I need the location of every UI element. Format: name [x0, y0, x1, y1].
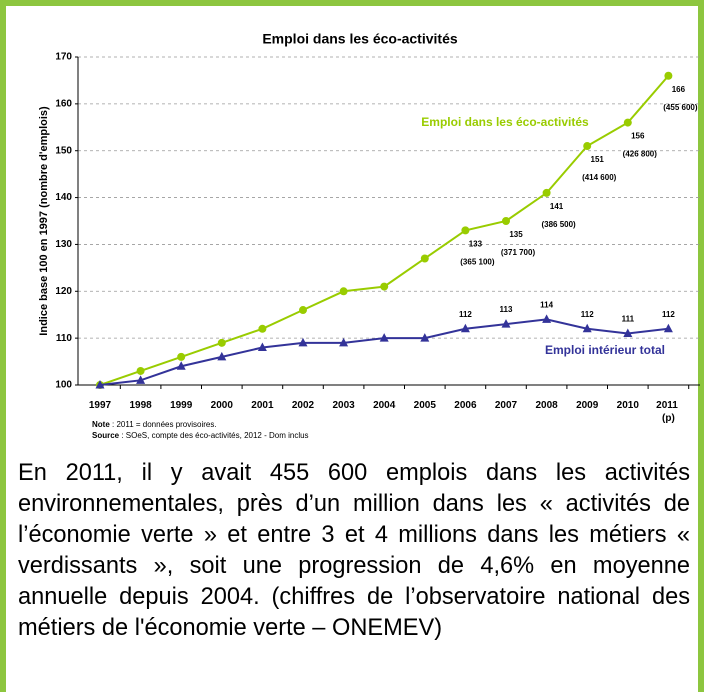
data-label-count: (455 600) — [663, 103, 698, 112]
x-tick-label-line: 2000 — [211, 400, 234, 411]
marker — [339, 287, 348, 296]
marker — [664, 71, 673, 80]
x-tick-label-line: 2007 — [495, 400, 518, 411]
x-tick-label-line: 2005 — [414, 400, 437, 411]
marker — [136, 366, 145, 375]
y-tick-label: 140 — [55, 192, 72, 203]
x-tick-label: 2007 — [495, 400, 518, 411]
x-tick-label-line: 1998 — [129, 400, 152, 411]
x-tick-label-line: 1999 — [170, 400, 193, 411]
marker — [176, 361, 186, 370]
marker — [623, 328, 633, 337]
y-tick-label: 160 — [55, 98, 72, 109]
x-tick-label: 2009 — [576, 400, 599, 411]
x-tick-label: 1998 — [129, 400, 152, 411]
marker — [380, 282, 389, 291]
x-tick-label-line: 2010 — [617, 400, 640, 411]
x-tick-label: 2011 (p) — [656, 400, 680, 424]
x-tick-label-line: 2009 — [576, 400, 599, 411]
x-tick-label-line: 1997 — [89, 400, 112, 411]
data-label: 114 — [540, 301, 553, 310]
marker — [502, 217, 510, 225]
x-tick-label-line: 2006 — [454, 400, 477, 411]
y-tick-label: 130 — [55, 239, 72, 250]
data-label-count: (365 100) — [460, 257, 495, 266]
marker — [379, 333, 389, 342]
x-tick-label-line: 2008 — [535, 400, 558, 411]
marker — [460, 323, 470, 333]
data-label: 156 — [631, 132, 645, 141]
data-label-count: (371 700) — [501, 248, 536, 257]
source-label: Source — [92, 431, 120, 440]
data-label-count: (426 800) — [623, 150, 658, 159]
data-label: 141 — [550, 202, 564, 211]
data-label: 151 — [591, 155, 605, 164]
data-label-count: (414 600) — [582, 173, 617, 182]
y-tick-label: 150 — [55, 145, 72, 156]
x-tick-label: 2002 — [292, 400, 315, 411]
data-label: 111 — [622, 315, 635, 324]
marker — [298, 337, 308, 347]
y-tick-label: 170 — [55, 52, 72, 63]
x-tick-label: 2001 — [251, 400, 274, 411]
marker — [95, 380, 105, 389]
x-tick-label-line: 2003 — [332, 400, 355, 411]
x-tick-label: 2006 — [454, 400, 477, 411]
marker — [339, 337, 349, 347]
data-label: 113 — [500, 305, 513, 314]
x-tick-label-line: 2002 — [292, 400, 315, 411]
chart-title: Emploi dans les éco-activités — [262, 31, 458, 47]
marker — [257, 342, 267, 352]
source: Source : SOeS, compte des éco-activités,… — [92, 431, 309, 440]
y-tick-label: 120 — [55, 286, 72, 297]
data-label: 112 — [662, 310, 675, 319]
data-label: 133 — [469, 239, 483, 248]
marker — [542, 314, 552, 323]
marker — [542, 188, 551, 197]
x-tick-label: 2010 — [617, 400, 640, 411]
marker — [299, 306, 307, 315]
series-label: Emploi intérieur total — [545, 343, 665, 357]
data-label-count: (386 500) — [541, 220, 576, 229]
marker — [582, 323, 592, 333]
source-text: : SOeS, compte des éco-activités, 2012 -… — [119, 431, 308, 440]
marker — [217, 338, 226, 347]
x-tick-label: 2000 — [211, 400, 234, 411]
data-label: 112 — [581, 310, 594, 319]
x-tick-label-line: (p) — [662, 413, 675, 424]
x-tick-label: 1997 — [89, 400, 112, 411]
data-label: 135 — [509, 230, 523, 239]
y-tick-label: 100 — [55, 380, 72, 391]
marker — [420, 333, 430, 342]
x-tick-label-line: 2004 — [373, 400, 396, 411]
data-label: 112 — [459, 310, 472, 319]
marker — [663, 323, 673, 333]
marker — [420, 254, 429, 263]
paragraph: En 2011, il y avait 455 600 emplois dans… — [18, 460, 690, 641]
x-tick-label-line: 2011 — [656, 400, 680, 411]
data-label: 166 — [672, 85, 686, 94]
x-tick-label: 1999 — [170, 400, 193, 411]
x-tick-label: 2008 — [535, 400, 558, 411]
marker — [258, 324, 267, 333]
marker — [583, 142, 592, 151]
chart: Emploi dans les éco-activités Indice bas… — [38, 31, 700, 440]
y-axis-title: Indice base 100 en 1997 (nombre d'emploi… — [38, 106, 50, 336]
marker — [623, 118, 632, 127]
marker — [136, 375, 146, 384]
marker — [177, 352, 186, 361]
x-tick-label: 2005 — [414, 400, 437, 411]
series-label: Emploi dans les éco-activités — [421, 115, 589, 129]
note: Note : 2011 = données provisoires. — [92, 420, 217, 429]
x-tick-label-line: 2001 — [251, 400, 274, 411]
x-tick-label: 2003 — [332, 400, 355, 411]
marker — [217, 351, 227, 361]
y-tick-label: 110 — [56, 333, 73, 344]
marker — [501, 319, 511, 328]
marker — [461, 226, 470, 235]
x-tick-label: 2004 — [373, 400, 396, 411]
note-text: : 2011 = données provisoires. — [110, 420, 217, 429]
note-label: Note — [92, 420, 110, 429]
